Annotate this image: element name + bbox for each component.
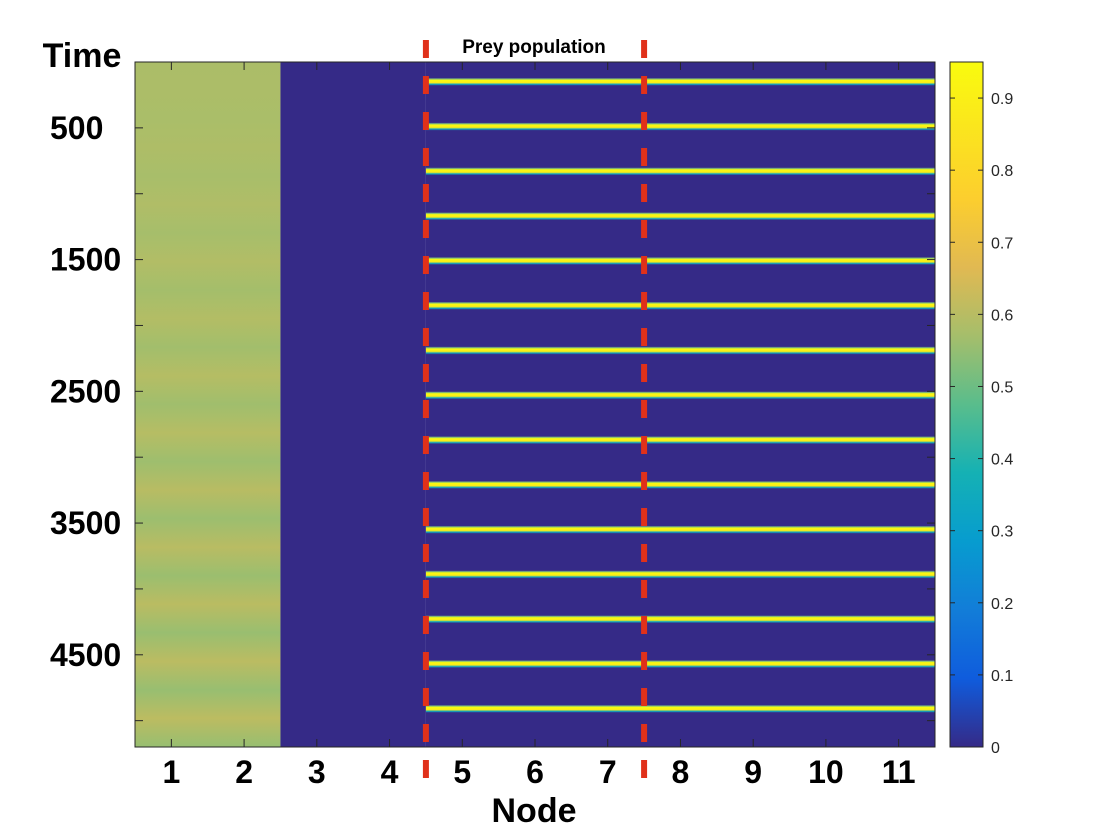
heatmap-region-background (425, 62, 935, 747)
heatmap-pulse-band (425, 615, 935, 624)
heatmap-pulse-band (425, 391, 935, 400)
heatmap-pulse-band (425, 570, 935, 579)
heatmap-pulse-band (425, 212, 935, 221)
y-tick-label: 4500 (50, 637, 121, 673)
heatmap-pulse-band (425, 436, 935, 445)
y-tick-label: 2500 (50, 373, 121, 409)
colorbar-tick-label: 0.4 (991, 452, 1013, 469)
x-axis-label: Node (492, 792, 577, 830)
x-tick-label: 11 (882, 754, 916, 790)
heatmap-pulse-band (425, 660, 935, 668)
colorbar-tick-label: 0.6 (991, 307, 1013, 324)
colorbar-tick-label: 0.1 (991, 668, 1013, 685)
y-axis-label: Time (43, 37, 122, 75)
heatmap-pulse-band (425, 525, 935, 534)
heatmap-pulse-band (425, 77, 935, 86)
x-axis-ticks: 1 2 3 4 5 6 7 8 9 10 11 (162, 62, 916, 790)
colorbar-tick-label: 0.9 (991, 91, 1013, 108)
heatmap-pulse-band (425, 346, 935, 355)
heatmap-pulse-band (425, 704, 935, 713)
x-tick-label: 5 (453, 754, 471, 790)
x-tick-label: 10 (808, 754, 844, 790)
heatmap-pulse-band (425, 480, 935, 489)
colorbar-tick-label: 0 (991, 740, 1000, 757)
colorbar-tick-label: 0.3 (991, 524, 1013, 541)
colorbar-tick-label: 0.5 (991, 379, 1013, 396)
colorbar-ticks: 0 0.1 0.2 0.3 0.4 0.5 0.6 0.7 0.8 0.9 (950, 91, 1013, 757)
heatmap-pulse-band (425, 256, 935, 265)
colorbar (949, 61, 984, 748)
x-tick-label: 7 (599, 754, 617, 790)
x-tick-label: 2 (235, 754, 253, 790)
x-tick-label: 8 (672, 754, 690, 790)
x-tick-label: 6 (526, 754, 544, 790)
colorbar-tick-label: 0.8 (991, 163, 1013, 180)
heatmap-cells (135, 62, 935, 747)
colorbar-tick-label: 0.2 (991, 596, 1013, 613)
x-tick-label: 3 (308, 754, 326, 790)
heatmap-pulse-band (425, 301, 935, 310)
heatmap-region-steady (135, 62, 281, 747)
heatmap-pulse-band (425, 122, 935, 131)
y-tick-label: 1500 (50, 242, 121, 278)
x-tick-label: 1 (162, 754, 180, 790)
heatmap-region-extinct (280, 62, 426, 747)
y-tick-label: 3500 (50, 505, 121, 541)
x-tick-label: 9 (744, 754, 762, 790)
y-tick-label: 500 (50, 110, 103, 146)
x-tick-label: 4 (381, 754, 399, 790)
y-axis-ticks: 500 1500 2500 3500 4500 (50, 110, 935, 722)
heatmap-pulse-band (425, 167, 935, 176)
annotation-lines (422, 40, 648, 782)
chart-title: Prey population (462, 37, 606, 58)
colorbar-tick-label: 0.7 (991, 235, 1013, 252)
